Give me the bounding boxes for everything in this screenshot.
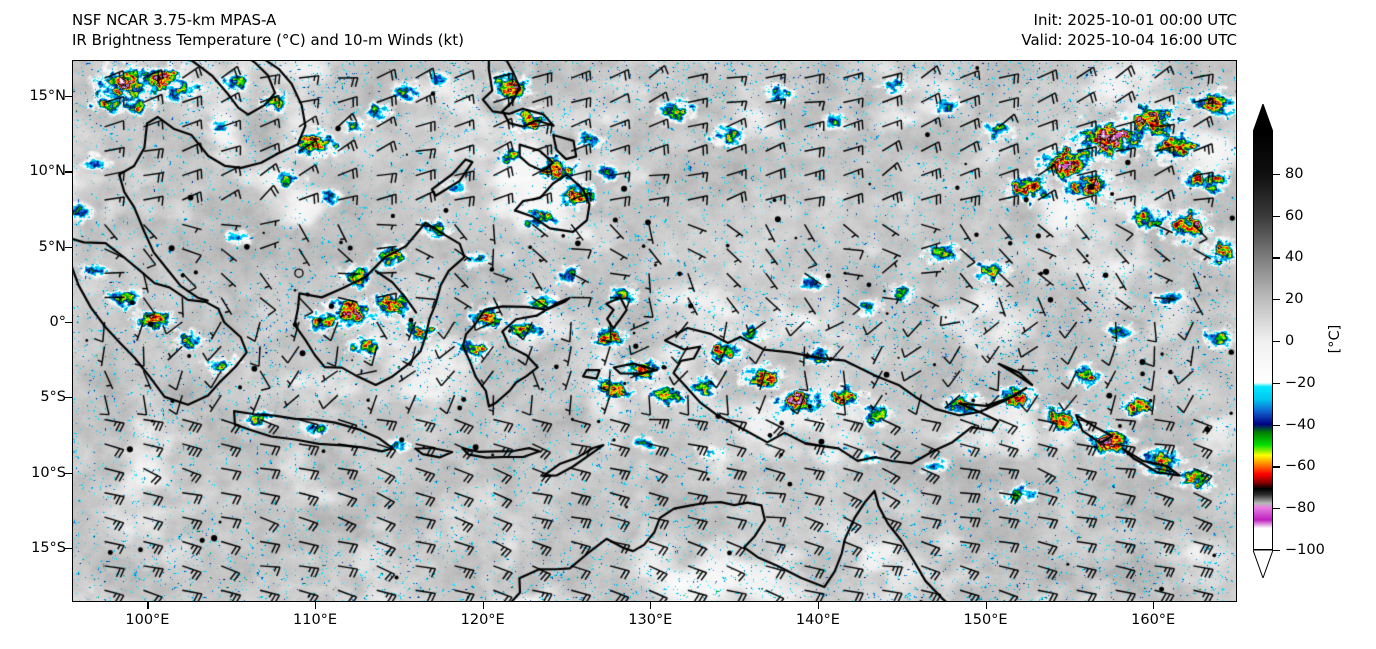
colorbar-axis-label: [°C]	[1327, 324, 1343, 354]
x-axis-tick	[817, 602, 820, 609]
y-axis-tick-label-0: 15°N	[29, 88, 66, 105]
x-axis-tick	[985, 602, 987, 609]
y-axis-tick-label-3: 0°	[49, 313, 66, 330]
y-axis-tick	[65, 547, 72, 549]
y-axis-tick	[65, 397, 72, 399]
colorbar-tick	[1273, 215, 1280, 217]
x-axis-tick	[147, 602, 149, 609]
x-axis-tick	[650, 602, 652, 609]
colorbar-tick	[1273, 466, 1280, 468]
colorbar-tick	[1273, 382, 1280, 384]
colorbar-min-extend-arrow	[1253, 550, 1273, 578]
x-axis-tick-label-4: 140°E	[795, 612, 840, 628]
y-axis-tick-label-2: 5°N	[38, 238, 66, 255]
colorbar-tick-label-7: −60	[1285, 458, 1316, 475]
colorbar-tick	[1273, 424, 1280, 426]
y-axis-tick-label-4: 5°S	[40, 389, 66, 406]
title-line-1: NSF NCAR 3.75-km MPAS-A	[72, 11, 277, 29]
colorbar-gradient	[1253, 132, 1273, 550]
colorbar-tick	[1273, 299, 1280, 301]
y-axis-tick-label-1: 10°N	[29, 163, 66, 180]
map-plot-area	[72, 60, 1237, 602]
colorbar-tick-label-9: −100	[1285, 542, 1325, 558]
init-time-label: Init: 2025-10-01 00:00 UTC	[1033, 11, 1237, 29]
valid-time-label: Valid: 2025-10-04 16:00 UTC	[1021, 31, 1237, 49]
colorbar	[1253, 104, 1273, 578]
colorbar-tick	[1273, 257, 1280, 259]
figure-title: NSF NCAR 3.75-km MPAS-A IR Brightness Tem…	[72, 10, 464, 50]
y-axis-tick-label-5: 10°S	[31, 464, 66, 481]
y-axis-tick	[65, 171, 72, 173]
forecast-time-block: Init: 2025-10-01 00:00 UTC Valid: 2025-10…	[1021, 10, 1237, 50]
colorbar-tick	[1273, 550, 1280, 552]
colorbar-tick-label-8: −80	[1285, 500, 1316, 517]
x-axis-tick-label-5: 150°E	[963, 612, 1008, 628]
colorbar-tick-label-1: 60	[1285, 207, 1304, 224]
title-line-2: IR Brightness Temperature (°C) and 10-m …	[72, 31, 464, 49]
y-axis-tick	[65, 246, 72, 248]
x-axis-tick	[482, 602, 484, 609]
colorbar-tick-label-5: −20	[1285, 374, 1316, 391]
colorbar-tick-label-4: 0	[1285, 333, 1295, 349]
x-axis-tick-label-0: 100°E	[125, 612, 170, 628]
x-axis-tick	[315, 602, 317, 609]
y-axis-tick	[65, 321, 72, 324]
colorbar-tick-label-3: 20	[1285, 291, 1304, 308]
colorbar-tick-label-0: 80	[1285, 165, 1304, 182]
x-axis-tick-label-3: 130°E	[628, 612, 673, 628]
colorbar-max-extend-arrow	[1253, 104, 1273, 132]
y-axis-tick	[65, 472, 72, 474]
x-axis-tick-label-1: 110°E	[293, 612, 338, 628]
y-axis-tick	[65, 96, 72, 98]
y-axis-tick-label-6: 15°S	[31, 539, 66, 556]
wind-barb-overlay	[72, 60, 1237, 602]
colorbar-tick	[1273, 173, 1280, 175]
x-axis-tick	[1153, 602, 1155, 609]
colorbar-tick	[1273, 341, 1280, 343]
colorbar-tick-label-2: 40	[1285, 249, 1304, 266]
x-axis-tick-label-2: 120°E	[460, 612, 505, 628]
colorbar-tick	[1273, 508, 1280, 510]
x-axis-tick-label-6: 160°E	[1131, 612, 1176, 628]
colorbar-tick-label-6: −40	[1285, 416, 1316, 433]
